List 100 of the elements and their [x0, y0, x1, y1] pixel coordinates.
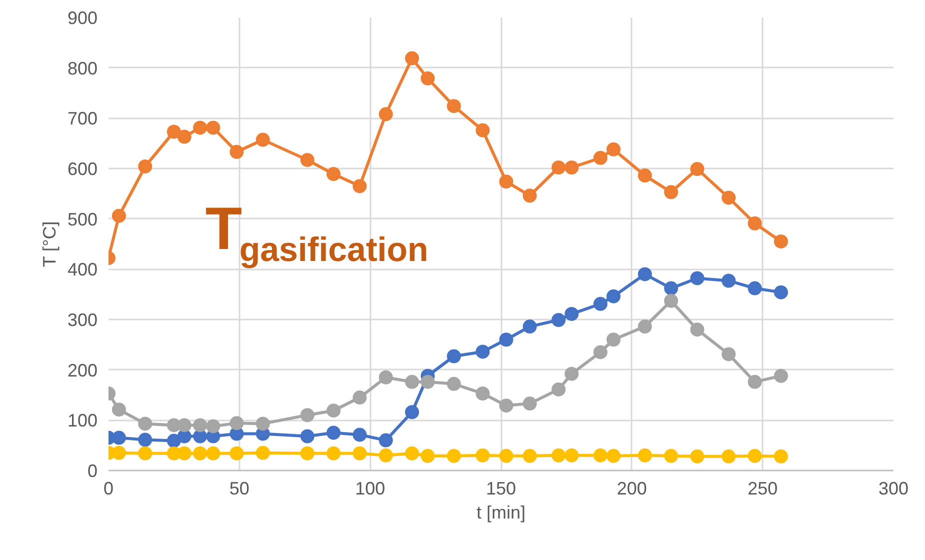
point	[593, 296, 608, 311]
point	[300, 408, 314, 422]
point	[564, 160, 579, 174]
point	[606, 289, 621, 304]
point	[564, 306, 579, 321]
point	[177, 130, 192, 144]
point	[112, 208, 126, 223]
point	[476, 123, 490, 138]
point	[230, 144, 244, 159]
point	[352, 428, 367, 442]
y-tick-label: 800	[67, 58, 98, 78]
point	[446, 376, 461, 391]
point	[326, 404, 341, 418]
point	[420, 374, 435, 389]
y-tick-label: 400	[67, 260, 98, 280]
point	[166, 124, 181, 139]
point	[230, 416, 244, 430]
point	[552, 313, 566, 327]
point	[446, 448, 461, 463]
y-tick-label: 500	[67, 209, 98, 230]
point	[748, 374, 762, 389]
point	[593, 448, 608, 462]
point	[748, 281, 762, 296]
point	[378, 370, 393, 384]
point	[378, 433, 393, 448]
point	[722, 274, 736, 288]
point	[405, 405, 420, 420]
point	[193, 418, 208, 432]
x-tick-label: 300	[878, 478, 909, 498]
point	[638, 320, 652, 334]
point	[638, 168, 652, 183]
y-tick-label: 0	[87, 461, 98, 481]
point	[300, 429, 314, 444]
point	[112, 446, 126, 460]
point	[476, 448, 490, 462]
point	[522, 448, 537, 463]
point	[378, 107, 393, 122]
point	[638, 267, 652, 282]
point	[690, 449, 704, 464]
point	[690, 162, 704, 176]
point	[206, 419, 220, 434]
point	[446, 99, 461, 114]
point	[476, 344, 490, 359]
x-tick-label: 0	[103, 478, 114, 498]
point	[300, 152, 314, 167]
point	[206, 120, 220, 135]
point	[193, 446, 208, 460]
point	[138, 416, 152, 431]
point	[499, 332, 514, 347]
point	[552, 160, 566, 174]
point	[690, 322, 704, 337]
x-axis-title: t [min]	[476, 502, 526, 522]
point	[476, 386, 490, 400]
point	[499, 398, 514, 413]
point	[748, 216, 762, 230]
point	[722, 347, 736, 362]
point	[138, 432, 152, 447]
point	[564, 448, 579, 462]
point	[112, 430, 126, 445]
point	[112, 402, 126, 417]
y-tick-label: 600	[67, 159, 98, 179]
point	[748, 448, 762, 463]
point	[326, 446, 341, 460]
point	[326, 426, 341, 440]
point	[378, 448, 393, 462]
point	[177, 446, 192, 460]
point	[352, 390, 367, 405]
point	[352, 179, 367, 194]
point	[256, 416, 270, 431]
point	[606, 142, 621, 156]
point	[420, 448, 435, 463]
point	[522, 188, 537, 203]
point	[405, 374, 420, 389]
point	[300, 446, 314, 460]
x-tick-label: 150	[486, 478, 516, 498]
y-tick-label: 900	[67, 8, 98, 28]
point	[138, 160, 152, 174]
x-tick-label: 200	[616, 478, 647, 498]
y-tick-label: 700	[67, 108, 98, 129]
point	[177, 418, 192, 432]
point	[774, 234, 788, 248]
point	[774, 285, 788, 300]
point	[499, 448, 514, 463]
point	[552, 448, 566, 462]
point	[593, 345, 608, 360]
point	[446, 349, 461, 364]
x-tick-label: 100	[355, 478, 386, 498]
point	[593, 150, 608, 165]
point	[352, 446, 367, 460]
point	[606, 332, 621, 347]
point	[522, 396, 537, 411]
point	[606, 448, 621, 463]
point	[256, 446, 270, 460]
point	[664, 294, 678, 308]
point	[564, 366, 579, 381]
point	[722, 449, 736, 464]
point	[552, 382, 566, 396]
x-tick-label: 250	[748, 478, 778, 498]
point	[664, 448, 678, 463]
y-axis-title: T [°C]	[39, 221, 60, 268]
